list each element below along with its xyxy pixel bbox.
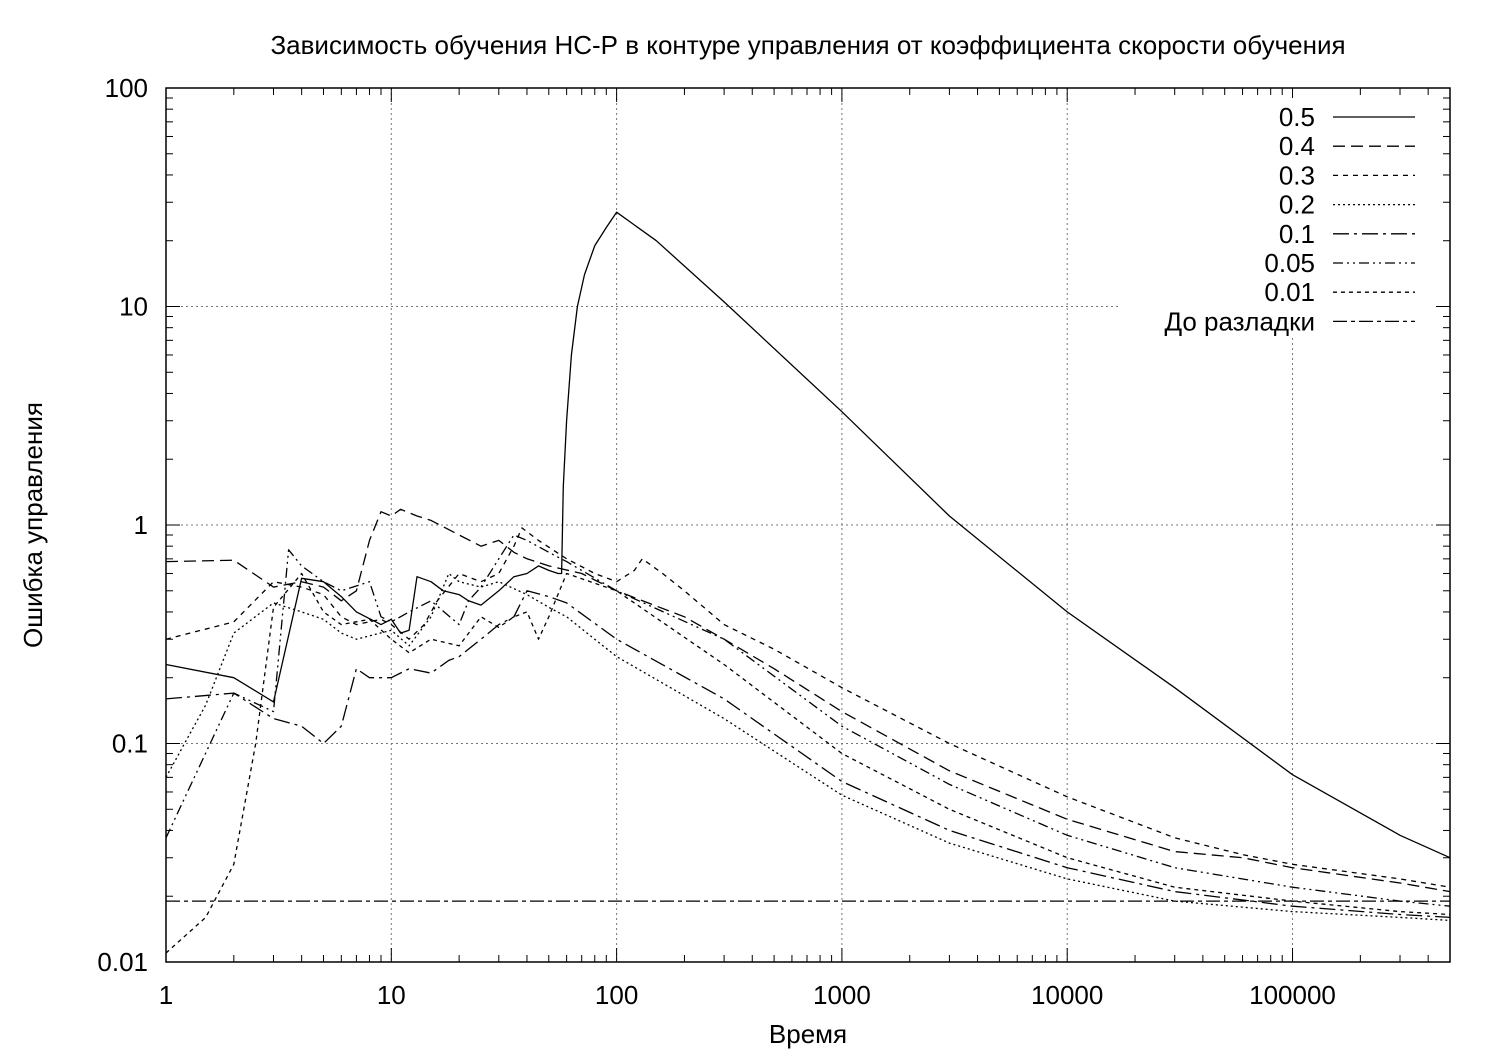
x-tick-label: 100: [595, 980, 638, 1010]
legend-label: 0.05: [1264, 248, 1315, 278]
y-tick-labels: 0.01 0.1 1 10 100: [97, 73, 148, 977]
x-tick-label: 100000: [1249, 980, 1336, 1010]
series-line: [165, 572, 1451, 922]
x-tick-labels: 1 10 100 1000 10000 100000: [159, 980, 1336, 1010]
y-axis-label: Ошибка управления: [18, 402, 48, 648]
axis-ticks: [165, 87, 1450, 963]
legend-label: 0.1: [1279, 219, 1315, 249]
series-line: [165, 211, 1451, 859]
x-tick-label: 10000: [1031, 980, 1103, 1010]
y-tick-label: 0.01: [97, 947, 148, 977]
y-tick-label: 100: [105, 73, 148, 103]
series-line: [165, 572, 1451, 954]
legend-label: 0.2: [1279, 190, 1315, 220]
y-tick-label: 0.1: [112, 729, 148, 759]
series-line: [165, 527, 1451, 888]
legend-background: [1130, 98, 1435, 338]
legend-label: 0.4: [1279, 131, 1315, 161]
x-tick-label: 10: [377, 980, 406, 1010]
x-tick-label: 1000: [813, 980, 871, 1010]
y-tick-label: 10: [119, 292, 148, 322]
legend-label: До разладки: [1164, 306, 1315, 336]
legend-label: 0.3: [1279, 160, 1315, 190]
grid: [166, 88, 1450, 962]
y-tick-label: 1: [134, 510, 148, 540]
series-line: [165, 534, 1451, 907]
legend-label: 0.01: [1264, 277, 1315, 307]
series-lines: [165, 211, 1451, 954]
series-line: [165, 508, 1451, 893]
x-tick-label: 1: [159, 980, 173, 1010]
legend-label: 0.5: [1279, 102, 1315, 132]
x-axis-label: Время: [769, 1019, 847, 1049]
series-line: [165, 590, 1451, 919]
chart-title: Зависимость обучения НС-Р в контуре упра…: [270, 30, 1345, 60]
